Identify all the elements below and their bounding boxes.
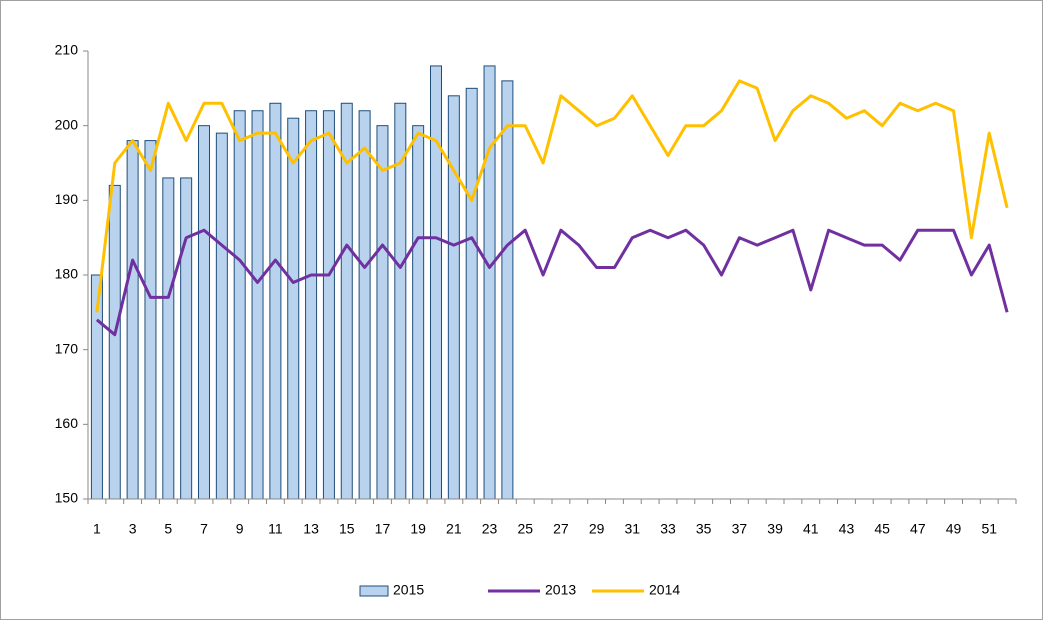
bar xyxy=(305,110,318,500)
bar xyxy=(251,110,264,500)
legend-label: 2015 xyxy=(393,582,424,598)
y-tick-label: 170 xyxy=(55,340,79,356)
x-tick-label: 15 xyxy=(339,521,355,537)
x-tick-label: 25 xyxy=(517,521,533,537)
x-tick-label: 45 xyxy=(874,521,890,537)
x-tick-label: 51 xyxy=(981,521,997,537)
bar xyxy=(430,65,442,500)
x-tick-label: 17 xyxy=(375,521,391,537)
y-tick-label: 150 xyxy=(55,490,79,506)
bar xyxy=(180,177,193,500)
line xyxy=(95,228,1009,337)
x-tick-label: 47 xyxy=(910,521,926,537)
bar xyxy=(198,125,210,500)
bar xyxy=(412,125,425,500)
y-tick-label: 160 xyxy=(55,415,79,431)
x-tick-label: 27 xyxy=(553,521,569,537)
x-tick-label: 31 xyxy=(625,521,641,537)
legend-swatch xyxy=(359,585,389,597)
x-tick-label: 11 xyxy=(268,521,283,537)
x-tick-label: 21 xyxy=(446,521,462,537)
x-tick-label: 43 xyxy=(839,521,855,537)
legend-label: 2014 xyxy=(649,582,680,598)
x-tick-label: 19 xyxy=(410,521,426,537)
line xyxy=(95,79,1009,313)
x-tick-label: 5 xyxy=(164,521,172,537)
bar xyxy=(144,140,157,500)
x-tick-label: 9 xyxy=(236,521,244,537)
bar xyxy=(376,125,389,500)
bar xyxy=(322,110,335,500)
x-tick-label: 49 xyxy=(946,521,962,537)
bar xyxy=(269,102,282,500)
bar xyxy=(447,95,460,500)
x-tick-label: 23 xyxy=(482,521,498,537)
bar xyxy=(358,110,371,500)
x-tick-label: 37 xyxy=(732,521,748,537)
bar xyxy=(501,80,514,500)
x-tick-label: 13 xyxy=(303,521,319,537)
bar xyxy=(287,117,300,500)
y-tick-label: 200 xyxy=(55,116,79,132)
bar xyxy=(483,65,496,500)
x-tick-label: 33 xyxy=(660,521,676,537)
y-tick-label: 190 xyxy=(55,191,79,207)
x-tick-label: 41 xyxy=(803,521,819,537)
x-tick-label: 35 xyxy=(696,521,712,537)
bar xyxy=(233,110,246,500)
bar xyxy=(108,184,121,500)
x-tick-label: 1 xyxy=(93,521,101,537)
y-tick-label: 210 xyxy=(55,42,79,58)
bar xyxy=(162,177,175,500)
x-tick-label: 39 xyxy=(767,521,783,537)
x-tick-label: 7 xyxy=(200,521,208,537)
legend-label: 2013 xyxy=(545,582,576,598)
y-tick-label: 180 xyxy=(55,266,79,282)
bar xyxy=(215,132,228,500)
bar xyxy=(465,87,478,500)
bar xyxy=(126,140,139,500)
x-tick-label: 3 xyxy=(129,521,137,537)
x-tick-label: 29 xyxy=(589,521,605,537)
